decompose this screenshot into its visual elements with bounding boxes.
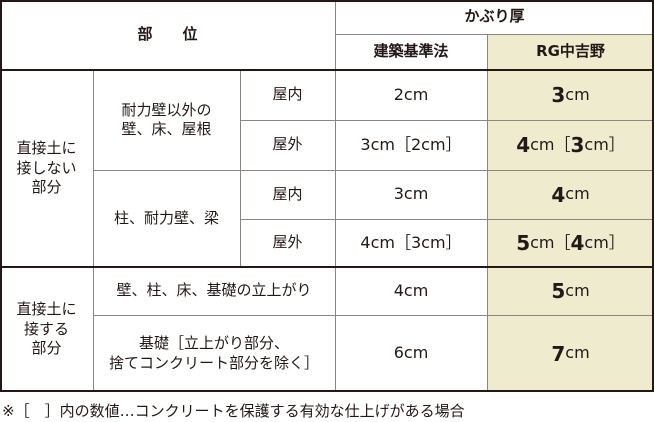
border-right: [652, 0, 654, 392]
law-value: 2cm: [393, 84, 429, 104]
rg-unit: cm: [565, 280, 590, 300]
rg-value: 4 cm［ 3 cm］: [487, 120, 654, 170]
rg-bracket-unit: cm］: [584, 232, 625, 252]
divider: [335, 34, 654, 35]
rg-bracket-num: 4: [570, 231, 585, 255]
part-walls-foundation-rise: 壁、柱、床、基礎の立上がり: [116, 281, 312, 300]
rg-num: 4: [516, 133, 531, 157]
rg-num: 5: [516, 231, 531, 255]
group-in-contact: 直接土に 接する 部分: [16, 300, 77, 358]
rg-value: 3 cm: [487, 70, 654, 120]
divider: [93, 170, 654, 171]
rg-unit: cm: [565, 343, 590, 363]
rg-value: 5 cm: [487, 267, 654, 315]
rg-unit: cm［: [530, 134, 571, 154]
rg-unit: cm: [565, 84, 590, 104]
law-value: 3cm: [393, 184, 429, 204]
loc-indoor: 屋内: [272, 184, 303, 203]
rg-bracket-unit: cm］: [584, 134, 625, 154]
law-value: 4cm［3cm］: [360, 232, 462, 252]
header-separator: [0, 69, 654, 71]
rg-bracket-num: 3: [570, 133, 585, 157]
header-cover: かぶり厚: [464, 7, 525, 26]
part-foundation: 基礎［立上がり部分、 捨てコンクリート部分を除く］: [108, 334, 319, 372]
loc-indoor: 屋内: [272, 85, 303, 104]
border-left: [0, 0, 2, 392]
divider: [335, 0, 336, 392]
loc-outdoor: 屋外: [272, 135, 303, 154]
divider: [240, 70, 241, 267]
subgroup-walls-floors-roofs: 耐力壁以外の 壁、床、屋根: [121, 100, 212, 139]
rg-num: 3: [551, 83, 566, 107]
header-law: 建築基準法: [373, 42, 449, 61]
group-not-in-contact: 直接土に 接しない 部分: [16, 139, 77, 197]
law-value: 3cm［2cm］: [360, 134, 462, 154]
group-separator: [0, 266, 654, 268]
rg-value: 7 cm: [487, 315, 654, 392]
header-rg: RG中吉野: [536, 42, 605, 61]
divider: [487, 34, 488, 392]
divider: [93, 315, 654, 316]
subgroup-columns-beams: 柱、耐力壁、梁: [113, 208, 219, 227]
header-part: 部 位: [137, 25, 198, 44]
rg-unit: cm［: [530, 232, 571, 252]
divider: [93, 70, 94, 392]
rg-value: 4 cm: [487, 170, 654, 219]
rg-num: 7: [551, 341, 566, 366]
rg-num: 4: [551, 182, 566, 207]
rg-unit: cm: [565, 184, 590, 204]
border-bottom: [0, 390, 654, 392]
divider: [240, 219, 654, 220]
law-value: 6cm: [393, 343, 429, 363]
rg-column-bg: [487, 34, 654, 392]
footnote: ※［ ］内の数値…コンクリートを保護する有効な仕上げがある場合: [2, 402, 465, 420]
loc-outdoor: 屋外: [272, 233, 303, 252]
rg-value: 5 cm［ 4 cm］: [487, 219, 654, 267]
divider: [240, 120, 654, 121]
rg-num: 5: [551, 279, 566, 303]
law-value: 4cm: [393, 280, 429, 300]
border-top: [0, 0, 654, 2]
